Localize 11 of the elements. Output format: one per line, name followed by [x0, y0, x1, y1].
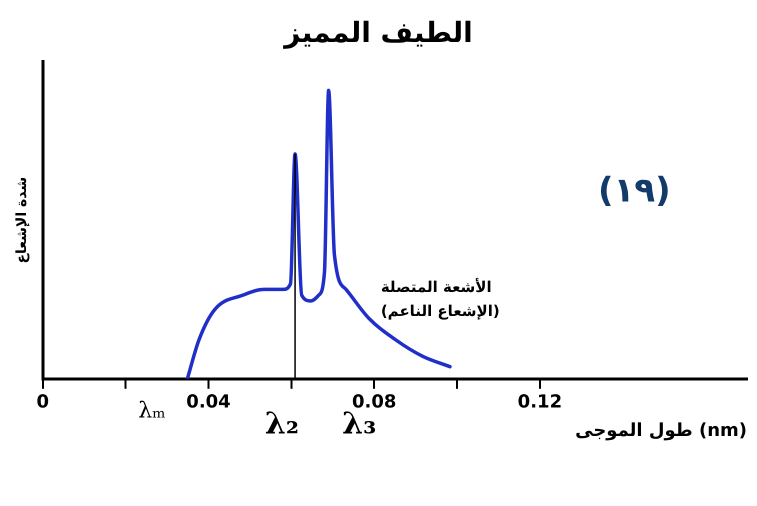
x-axis-title: طول الموجى (nm) — [575, 420, 747, 441]
x-tick-label: 0.04 — [186, 391, 231, 412]
chart-title: الطيف المميز — [282, 16, 473, 50]
x-tick-label: 0 — [36, 391, 50, 412]
x-tick-label: 0.08 — [352, 391, 396, 412]
annotation: (١٩) — [598, 170, 671, 211]
y-axis-title: شدة الإشعاع — [14, 176, 30, 264]
text: λₘ — [138, 398, 166, 424]
annotation: الأشعة المتصلة (الإشعاع الناعم) — [380, 276, 500, 320]
x-tick-label: 0.12 — [518, 391, 562, 412]
ref-line-label: λ₂ — [264, 406, 300, 442]
